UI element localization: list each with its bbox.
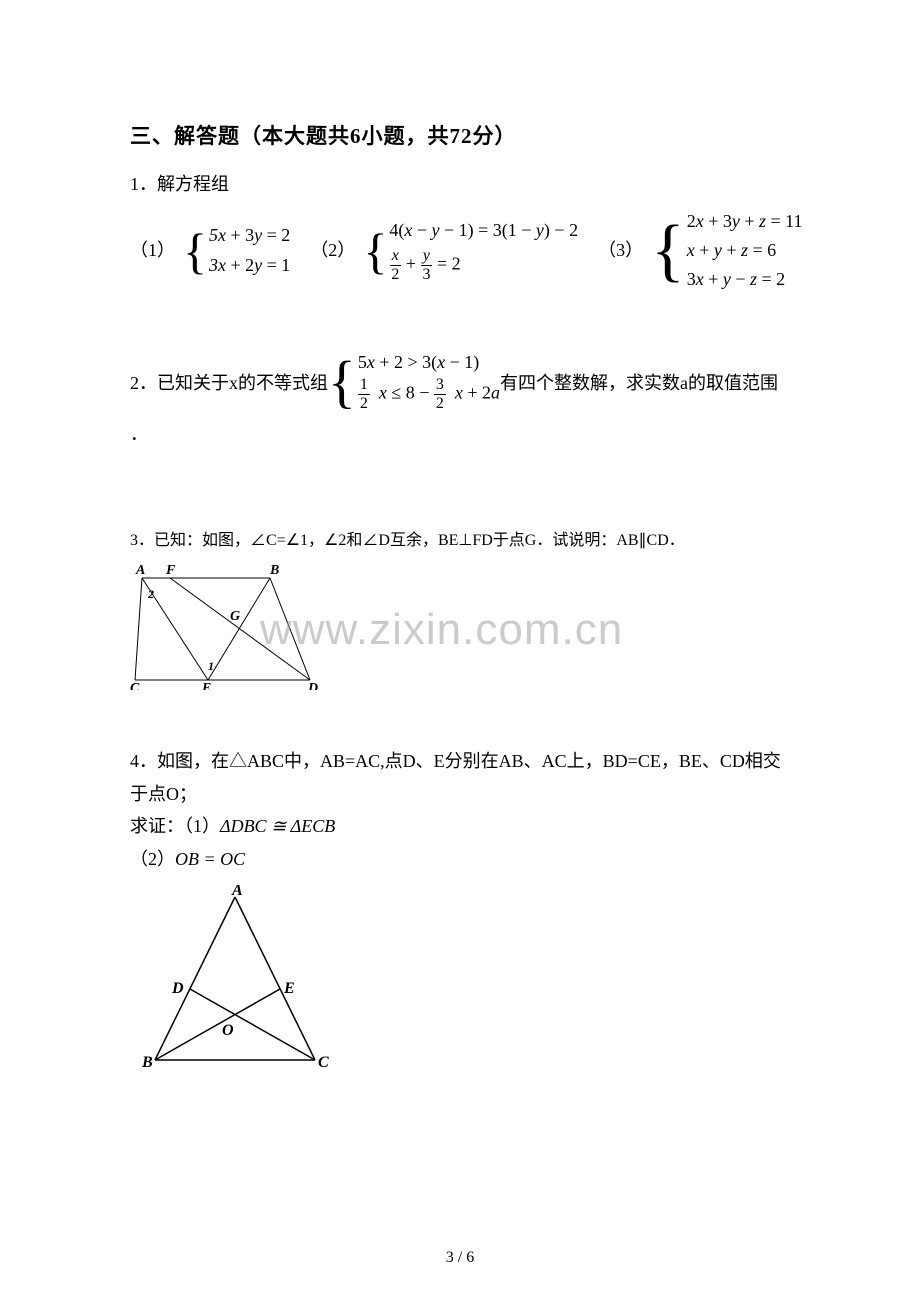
- q2-ineq2: 12 x ≤ 8 − 32 x + 2a: [358, 377, 500, 412]
- q2-period: ．: [130, 420, 790, 446]
- svg-text:B: B: [269, 563, 279, 578]
- q1-sub1-label: （1）: [130, 236, 175, 265]
- question-2: 2．已知关于x的不等式组 { 5x + 2 > 3(x − 1) 12 x ≤ …: [130, 352, 790, 412]
- q1-sub2: （2） { 4(x − y − 1) = 3(1 − y) − 2 x2 + y…: [310, 218, 578, 282]
- q1-sub1: （1） { 5x + 3y = 2 3x + 2y = 1: [130, 223, 290, 277]
- brace-icon: {: [363, 218, 387, 282]
- q1-sub3-label: （3）: [598, 236, 643, 265]
- svg-text:D: D: [307, 681, 318, 690]
- svg-text:1: 1: [208, 659, 214, 673]
- svg-text:E: E: [201, 681, 211, 690]
- q3-figure: A F B G C E D 2 1: [130, 560, 790, 695]
- q4-line2: 求证：（1）ΔDBC ≅ ΔECB: [130, 810, 790, 842]
- q1-sub3-eq3: 3x + y − z = 2: [687, 267, 803, 292]
- svg-text:F: F: [165, 563, 176, 578]
- q2-suffix: 有四个整数解，求实数a的取值范围: [500, 369, 778, 395]
- q1-sub3-eq1: 2x + 3y + z = 11: [687, 209, 803, 234]
- svg-text:2: 2: [147, 587, 154, 601]
- q4-figure: A D E O B C: [130, 885, 790, 1080]
- svg-text:G: G: [230, 609, 240, 624]
- page-number: 3 / 6: [0, 1249, 920, 1267]
- brace-icon: {: [651, 209, 685, 293]
- section-title: 三、解答题（本大题共6小题，共72分）: [130, 120, 790, 150]
- svg-text:A: A: [135, 563, 145, 578]
- q1-sub3: （3） { 2x + 3y + z = 11 x + y + z = 6 3x …: [598, 209, 802, 293]
- q4-line1: 4．如图，在△ABC中，AB=AC,点D、E分别在AB、AC上，BD=CE，BE…: [130, 745, 790, 810]
- q1-sub2-label: （2）: [310, 236, 355, 265]
- q1-sub2-eq1: 4(x − y − 1) = 3(1 − y) − 2: [389, 218, 578, 243]
- brace-icon: {: [183, 223, 207, 277]
- svg-text:B: B: [141, 1054, 153, 1071]
- question-1: 1．解方程组 （1） { 5x + 3y = 2 3x + 2y = 1 （2）…: [130, 170, 790, 292]
- q1-title: 1．解方程组: [130, 170, 790, 199]
- svg-text:A: A: [231, 885, 243, 899]
- svg-text:O: O: [222, 1022, 234, 1039]
- svg-text:C: C: [318, 1054, 329, 1071]
- q1-sub3-eq2: x + y + z = 6: [687, 238, 803, 263]
- question-3: 3．已知：如图，∠C=∠1，∠2和∠D互余，BE⊥FD于点G．试说明：AB∥CD…: [130, 526, 790, 695]
- svg-text:E: E: [283, 980, 295, 997]
- q4-line3: （2）OB = OC: [130, 843, 790, 875]
- svg-text:D: D: [171, 980, 184, 997]
- q1-sub2-eq2: x2 + y3 = 2: [389, 248, 578, 283]
- brace-icon: {: [328, 353, 356, 411]
- q2-ineq1: 5x + 2 > 3(x − 1): [358, 352, 500, 373]
- q3-text: 3．已知：如图，∠C=∠1，∠2和∠D互余，BE⊥FD于点G．试说明：AB∥CD…: [130, 526, 790, 550]
- svg-text:C: C: [130, 681, 140, 690]
- q1-equations: （1） { 5x + 3y = 2 3x + 2y = 1 （2） { 4(x …: [130, 209, 790, 293]
- q1-sub1-eq2: 3x + 2y = 1: [209, 253, 290, 278]
- q1-sub1-eq1: 5x + 3y = 2: [209, 223, 290, 248]
- question-4: 4．如图，在△ABC中，AB=AC,点D、E分别在AB、AC上，BD=CE，BE…: [130, 745, 790, 1080]
- q2-prefix: 2．已知关于x的不等式组: [130, 369, 328, 395]
